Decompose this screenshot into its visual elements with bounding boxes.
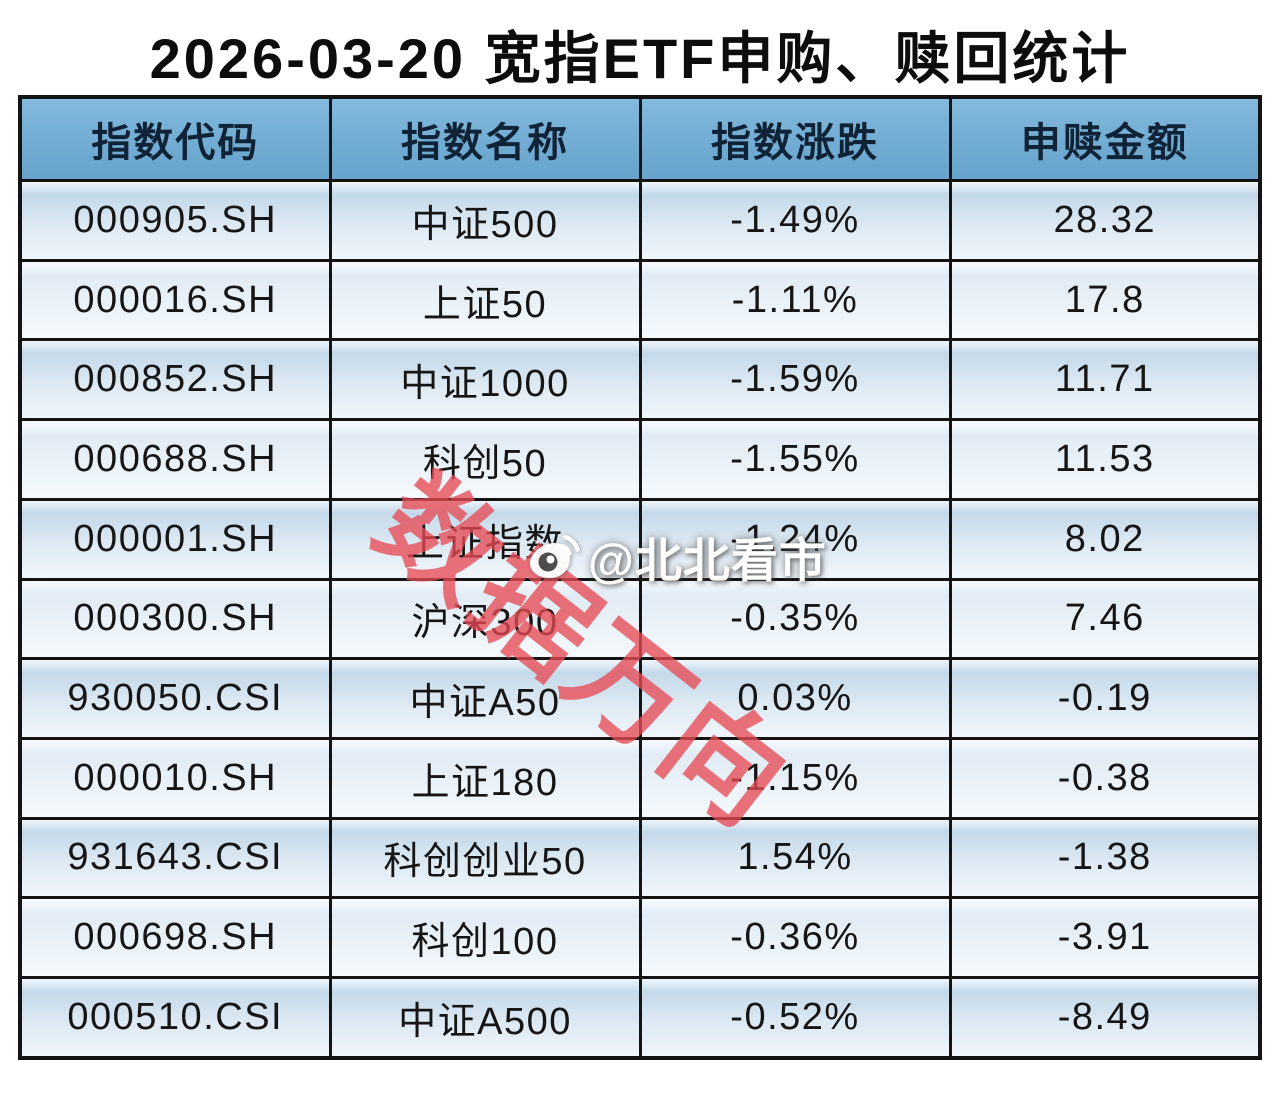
cell-index-change: -1.24%: [638, 497, 952, 581]
cell-index-change: -1.11%: [638, 258, 952, 342]
header-row: 指数代码 指数名称 指数涨跌 申赎金额: [18, 95, 1262, 182]
table-row: 930050.CSI 中证A50 0.03% -0.19: [18, 657, 1262, 740]
cell-index-name: 中证A50: [328, 657, 642, 740]
cell-index-name: 上证180: [328, 736, 642, 820]
table-row: 931643.CSI 科创创业50 1.54% -1.38: [18, 816, 1262, 900]
table-row: 000698.SH 科创100 -0.36% -3.91: [18, 896, 1262, 980]
table-row: 000852.SH 中证1000 -1.59% 11.71: [18, 338, 1262, 422]
cell-index-code: 000010.SH: [18, 736, 332, 820]
cell-amount: -8.49: [948, 976, 1262, 1060]
table-row: 000510.CSI 中证A500 -0.52% -8.49: [18, 976, 1262, 1060]
cell-index-code: 000001.SH: [18, 497, 332, 581]
cell-index-change: -1.15%: [638, 736, 952, 820]
page-title: 2026-03-20 宽指ETF申购、赎回统计: [149, 27, 1131, 90]
table-body: 000905.SH 中证500 -1.49% 28.32 000016.SH 上…: [18, 179, 1262, 1060]
cell-index-name: 中证1000: [328, 338, 642, 422]
cell-amount: -0.38: [948, 736, 1262, 820]
col-header-amount: 申赎金额: [948, 95, 1262, 182]
cell-index-code: 000852.SH: [18, 338, 332, 422]
cell-amount: 7.46: [948, 577, 1262, 661]
col-header-index-change: 指数涨跌: [638, 95, 952, 182]
cell-index-change: -0.52%: [638, 976, 952, 1060]
table-row: 000010.SH 上证180 -1.15% -0.38: [18, 736, 1262, 820]
table-row: 000300.SH 沪深300 -0.35% 7.46: [18, 577, 1262, 661]
cell-index-change: -0.35%: [638, 577, 952, 661]
cell-index-change: -1.55%: [638, 418, 952, 501]
cell-index-change: -1.59%: [638, 338, 952, 422]
cell-index-name: 中证500: [328, 179, 642, 262]
cell-amount: -3.91: [948, 896, 1262, 980]
table-row: 000688.SH 科创50 -1.55% 11.53: [18, 418, 1262, 501]
cell-amount: 11.53: [948, 418, 1262, 501]
cell-index-name: 上证指数: [328, 497, 642, 581]
cell-amount: -0.19: [948, 657, 1262, 740]
cell-index-change: -0.36%: [638, 896, 952, 980]
cell-index-name: 科创50: [328, 418, 642, 501]
cell-index-code: 000688.SH: [18, 418, 332, 501]
table-row: 000016.SH 上证50 -1.11% 17.8: [18, 258, 1262, 342]
cell-index-code: 000510.CSI: [18, 976, 332, 1060]
etf-stats-table: 指数代码 指数名称 指数涨跌 申赎金额 000905.SH 中证500 -1.4…: [18, 95, 1262, 1060]
cell-index-name: 科创创业50: [328, 816, 642, 900]
table-row: 000001.SH 上证指数 -1.24% 8.02: [18, 497, 1262, 581]
cell-index-code: 000300.SH: [18, 577, 332, 661]
cell-amount: 17.8: [948, 258, 1262, 342]
cell-index-code: 931643.CSI: [18, 816, 332, 900]
cell-index-name: 科创100: [328, 896, 642, 980]
cell-index-code: 930050.CSI: [18, 657, 332, 740]
col-header-index-code: 指数代码: [18, 95, 332, 182]
cell-index-change: 0.03%: [638, 657, 952, 740]
cell-index-change: -1.49%: [638, 179, 952, 262]
cell-index-change: 1.54%: [638, 816, 952, 900]
cell-index-name: 中证A500: [328, 976, 642, 1060]
cell-amount: 11.71: [948, 338, 1262, 422]
cell-amount: 8.02: [948, 497, 1262, 581]
cell-index-name: 沪深300: [328, 577, 642, 661]
cell-index-code: 000698.SH: [18, 896, 332, 980]
cell-index-name: 上证50: [328, 258, 642, 342]
table-header: 指数代码 指数名称 指数涨跌 申赎金额: [18, 95, 1262, 182]
cell-amount: -1.38: [948, 816, 1262, 900]
cell-amount: 28.32: [948, 179, 1262, 262]
cell-index-code: 000905.SH: [18, 179, 332, 262]
cell-index-code: 000016.SH: [18, 258, 332, 342]
table-row: 000905.SH 中证500 -1.49% 28.32: [18, 179, 1262, 262]
col-header-index-name: 指数名称: [328, 95, 642, 182]
